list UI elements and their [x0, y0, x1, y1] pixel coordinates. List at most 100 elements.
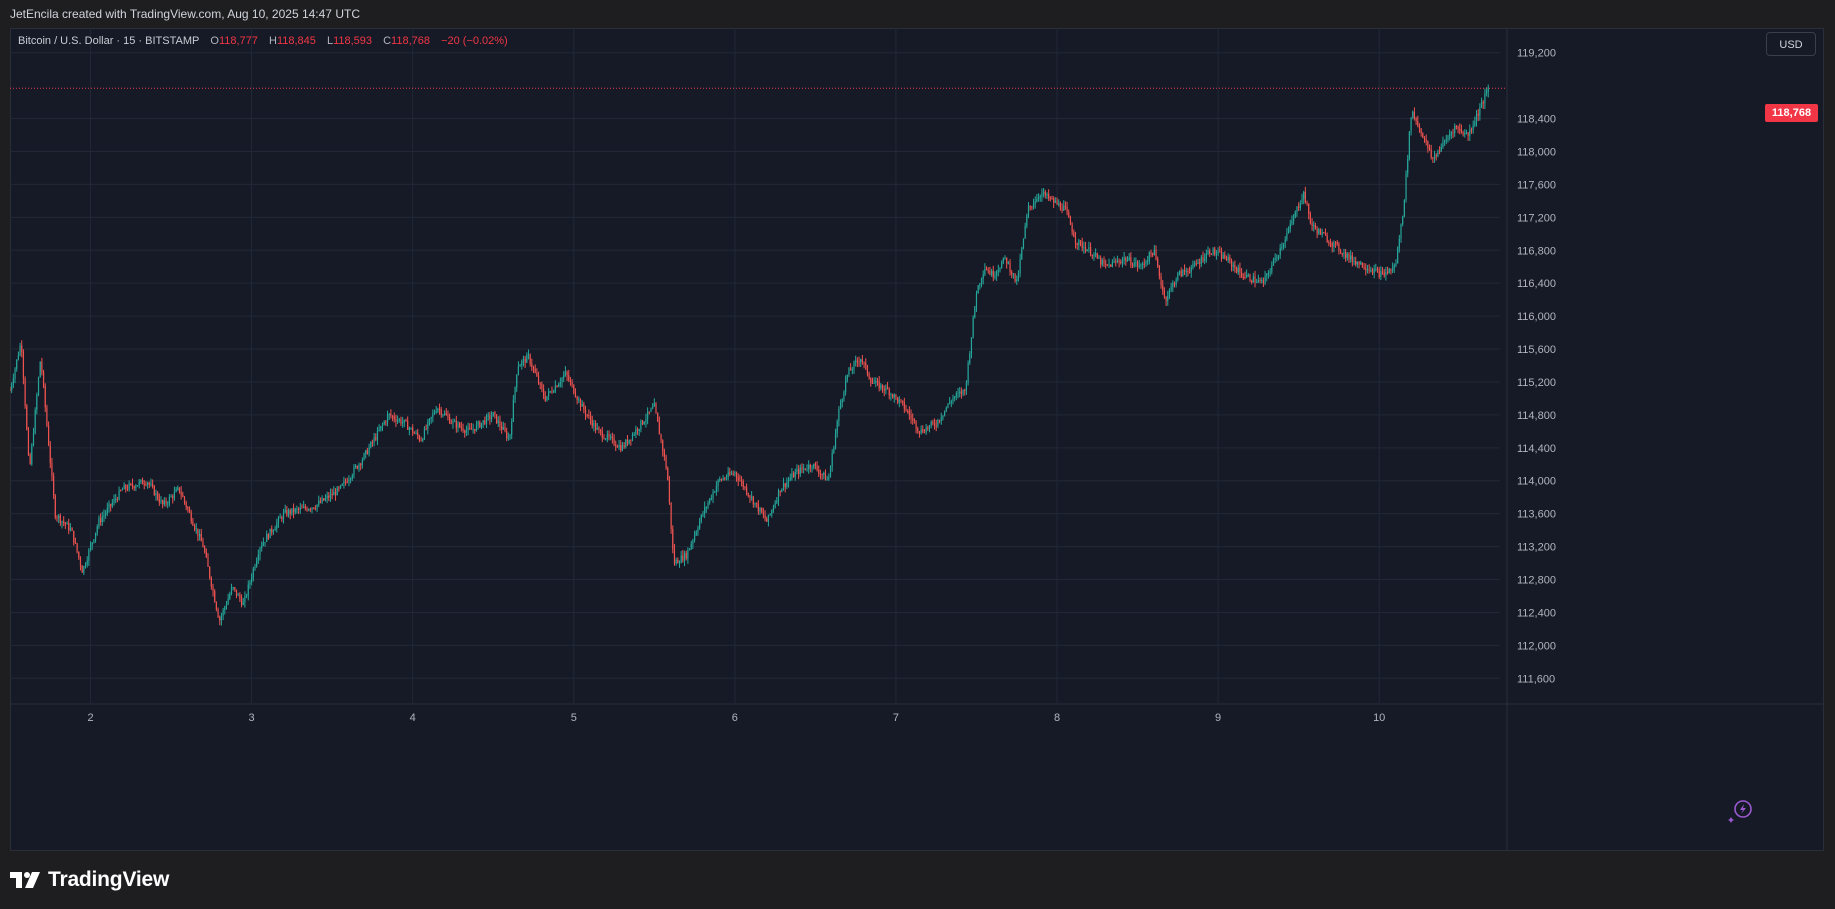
candle-body: [922, 429, 924, 433]
candle-body: [1237, 267, 1239, 273]
candle-body: [1162, 285, 1164, 291]
candle-body: [845, 380, 847, 393]
candle-body: [1037, 197, 1040, 199]
candle-body: [1272, 259, 1275, 266]
tradingview-brand[interactable]: TradingView: [10, 866, 169, 894]
candle-body: [761, 507, 763, 513]
candle-body: [1150, 252, 1152, 254]
price-chart[interactable]: 111,600 112,000 112,400 112,800 113,200 113,6…: [10, 28, 1824, 851]
candle-body: [281, 517, 283, 520]
candle-body: [210, 577, 212, 587]
candle-body: [29, 454, 31, 464]
candle-body: [791, 473, 793, 479]
candle-body: [1269, 271, 1271, 274]
time-tick-label: 2: [87, 712, 93, 724]
candle-body: [296, 508, 298, 510]
candle-body: [1339, 250, 1342, 253]
price-tick-label: 118,400: [1517, 114, 1556, 126]
candle-body: [511, 421, 513, 435]
candle-body: [1437, 151, 1439, 157]
candle-body: [219, 617, 221, 621]
candle-body: [1474, 121, 1476, 126]
candle-body: [821, 473, 823, 475]
candle-body: [410, 427, 412, 429]
candle-body: [1386, 271, 1389, 274]
candle-body: [1225, 258, 1228, 261]
candle-body: [1306, 202, 1308, 204]
candle-body: [870, 378, 872, 383]
candle-body: [1331, 243, 1333, 247]
candle-body: [442, 414, 444, 416]
candle-body: [271, 528, 273, 533]
candle-body: [1351, 255, 1353, 262]
candle-body: [660, 434, 662, 441]
candle-body: [193, 525, 196, 529]
candle-body: [1006, 257, 1008, 264]
candle-body: [1170, 286, 1172, 290]
candle-body: [1284, 239, 1286, 244]
candle-body: [915, 421, 917, 429]
candle-body: [54, 495, 56, 518]
candle-body: [1415, 118, 1417, 122]
candle-body: [935, 425, 937, 427]
candle-body: [506, 431, 508, 439]
candle-body: [363, 453, 365, 460]
candle-body: [371, 442, 374, 444]
candle-body: [1427, 141, 1429, 149]
candle-body: [1400, 224, 1402, 239]
candle-body: [133, 486, 135, 489]
candle-body: [1422, 133, 1424, 138]
candle-body: [1402, 216, 1404, 225]
time-tick-label: 5: [571, 712, 577, 724]
candle-body: [751, 496, 753, 498]
candle-body: [474, 428, 476, 431]
candle-body: [1061, 208, 1063, 211]
candle-body: [334, 491, 337, 496]
candle-body: [962, 389, 964, 394]
candle-body: [947, 403, 949, 408]
candle-body: [1083, 247, 1085, 249]
candle-body: [98, 518, 100, 527]
candle-body: [53, 476, 55, 496]
candle-body: [536, 372, 538, 377]
candle-body: [1041, 193, 1043, 197]
candle-body: [380, 426, 382, 430]
candle-body: [128, 483, 130, 490]
candle-body: [101, 516, 103, 522]
candle-body: [1450, 132, 1452, 136]
candle-body: [180, 491, 182, 495]
candle-body: [1291, 220, 1293, 224]
candle-body: [1217, 251, 1219, 254]
candle-body: [1039, 196, 1041, 198]
candle-body: [188, 509, 191, 513]
candle-body: [415, 432, 417, 434]
candle-body: [1110, 264, 1112, 267]
candle-body: [1017, 273, 1020, 280]
candle-body: [207, 557, 209, 567]
candle-body: [195, 528, 197, 530]
candle-body: [618, 444, 620, 448]
last-price-badge: 118,768: [1765, 104, 1818, 122]
candle-body: [655, 403, 657, 413]
chart-pane[interactable]: [10, 28, 1824, 851]
candle-body: [645, 419, 647, 423]
candle-body: [1281, 247, 1283, 249]
candle-body: [1108, 264, 1110, 266]
candle-body: [1095, 253, 1097, 255]
sparkle-icon[interactable]: [1727, 798, 1753, 824]
change-value: −20 (−0.02%): [441, 35, 508, 47]
candle-body: [88, 549, 90, 561]
candle-body: [462, 427, 464, 431]
candle-body: [1371, 270, 1374, 274]
candle-body: [477, 421, 479, 425]
candle-body: [638, 429, 640, 431]
symbol-title[interactable]: Bitcoin / U.S. Dollar · 15 · BITSTAMP: [18, 35, 200, 47]
candle-body: [324, 498, 327, 501]
candle-body: [702, 513, 704, 515]
candle-body: [1417, 121, 1419, 126]
price-tick-label: 119,200: [1517, 48, 1556, 60]
candle-body: [83, 566, 85, 573]
candle-body: [227, 598, 229, 605]
currency-button[interactable]: USD: [1766, 32, 1816, 56]
candle-body: [391, 416, 394, 418]
